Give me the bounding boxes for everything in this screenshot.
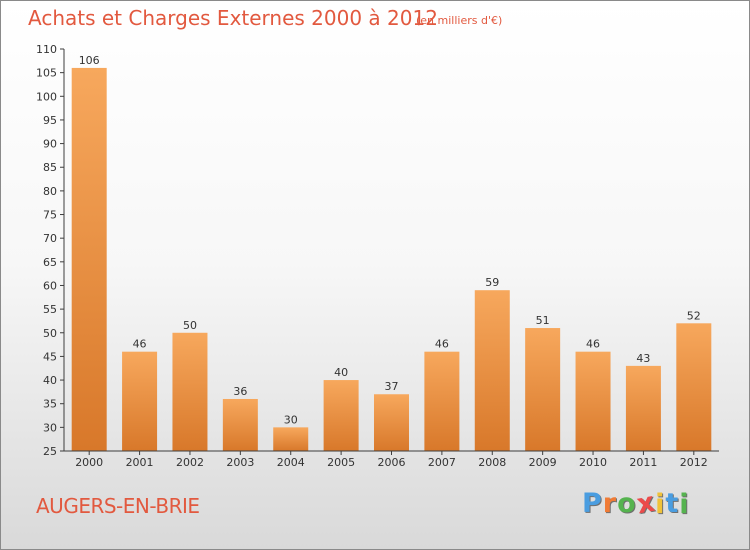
logo-letter: i	[655, 489, 666, 520]
data-label: 50	[183, 319, 197, 332]
bar	[273, 427, 309, 451]
y-tick-label: 25	[43, 445, 57, 458]
logo-letter: o	[617, 488, 637, 519]
bar	[676, 323, 712, 451]
logo-letter: i	[679, 489, 690, 520]
bar	[474, 290, 510, 451]
chart-title: Achats et Charges Externes 2000 à 2012	[28, 6, 438, 30]
y-tick-label: 50	[43, 327, 57, 340]
x-tick-label: 2004	[277, 456, 305, 469]
y-tick-label: 85	[43, 161, 57, 174]
data-label: 40	[334, 366, 348, 379]
y-tick-label: 75	[43, 209, 57, 222]
data-label: 43	[636, 352, 650, 365]
y-axis: 25 30 35 40 45 50 55 60 65 70 75 80 85 90 95 100 105 110	[36, 43, 65, 458]
y-tick-label: 65	[43, 256, 57, 269]
x-axis: 2000 2001 2002 2003 2004 2005 2006 2007 2008 2009…	[64, 450, 719, 469]
x-tick-label: 2002	[176, 456, 204, 469]
y-tick-label: 40	[43, 374, 57, 387]
bar	[424, 351, 460, 451]
y-tick-label: 30	[43, 421, 57, 434]
y-tick-label: 110	[36, 43, 57, 56]
x-tick-label: 2000	[75, 456, 103, 469]
data-label: 59	[485, 276, 499, 289]
data-label: 30	[284, 413, 298, 426]
x-tick-label: 2007	[428, 456, 456, 469]
bar	[525, 328, 561, 451]
bar	[71, 67, 107, 451]
bar	[374, 394, 409, 451]
x-tick-label: 2009	[529, 456, 557, 469]
data-label: 106	[79, 54, 100, 67]
y-tick-label: 90	[43, 138, 57, 151]
logo-letter: r	[602, 488, 618, 519]
proxiti-logo: Proxiti	[582, 487, 690, 521]
x-tick-label: 2010	[579, 456, 607, 469]
x-tick-label: 2012	[680, 456, 708, 469]
data-label: 46	[435, 338, 449, 351]
data-label: 46	[133, 338, 147, 351]
y-tick-label: 100	[36, 90, 57, 103]
logo-letter: P	[582, 488, 603, 519]
y-tick-label: 60	[43, 279, 57, 292]
commune-name: AUGERS-EN-BRIE	[36, 494, 200, 518]
bar	[122, 351, 158, 451]
x-tick-label: 2006	[378, 456, 406, 469]
data-label: 52	[687, 309, 701, 322]
bar	[575, 351, 611, 451]
data-labels: 106 46 50 36 30 40 37 46 59 51 46 43 52	[79, 54, 701, 426]
x-tick-label: 2005	[327, 456, 355, 469]
y-tick-label: 45	[43, 350, 57, 363]
y-tick-label: 55	[43, 303, 57, 316]
bars	[71, 67, 712, 451]
logo-letter: t	[665, 488, 680, 519]
y-tick-label: 35	[43, 398, 57, 411]
data-label: 37	[385, 380, 399, 393]
data-label: 36	[233, 385, 247, 398]
bar	[323, 380, 359, 451]
y-tick-label: 70	[43, 232, 57, 245]
x-tick-label: 2003	[226, 456, 254, 469]
y-tick-label: 95	[43, 114, 57, 127]
y-tick-label: 105	[36, 67, 57, 80]
y-tick-label: 80	[43, 185, 57, 198]
data-label: 51	[536, 314, 550, 327]
x-tick-label: 2008	[478, 456, 506, 469]
bar	[172, 332, 208, 451]
bar	[222, 398, 258, 451]
x-tick-label: 2001	[126, 456, 154, 469]
data-label: 46	[586, 338, 600, 351]
bar	[625, 365, 661, 451]
x-tick-label: 2011	[629, 456, 657, 469]
chart-subtitle: (en milliers d'€)	[416, 14, 503, 27]
